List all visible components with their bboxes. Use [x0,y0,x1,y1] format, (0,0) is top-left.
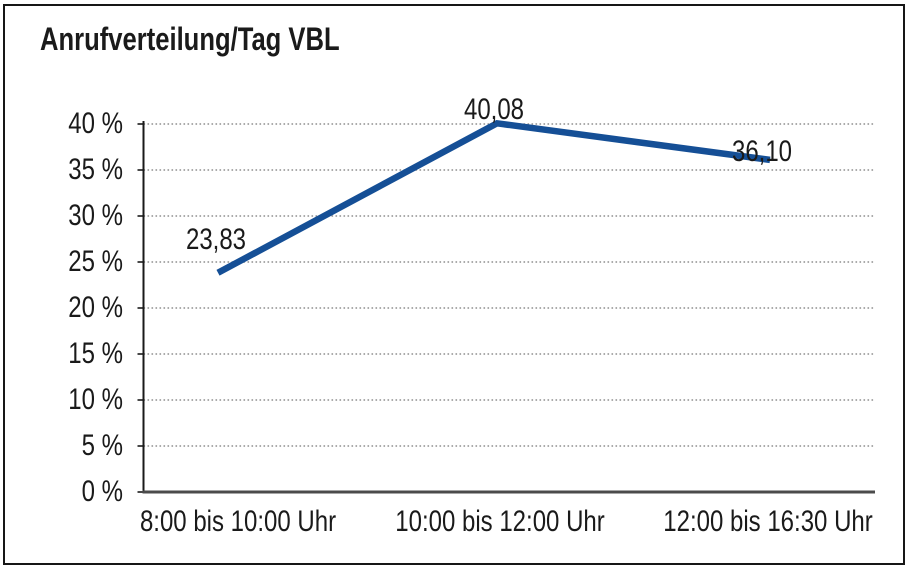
chart-title: Anrufverteilung/Tag VBL [40,21,340,57]
y-tick-label: 35 % [68,153,123,186]
data-point-label: 36,10 [731,134,793,168]
data-point-label: 40,08 [463,93,525,127]
y-tick-label: 15 % [68,337,123,370]
y-tick-label: 20 % [68,291,123,324]
data-point-label: 23,83 [185,222,247,256]
data-series-line [216,119,771,276]
y-tick-label: 40 % [68,107,123,140]
x-category-label: 12:00 bis 16:30 Uhr [663,505,873,538]
y-tick-label: 10 % [68,383,123,416]
chart-frame-border [3,4,905,565]
y-tick-label: 30 % [68,199,123,232]
y-tick-label: 0 % [81,475,123,508]
y-tick-label: 25 % [68,245,123,278]
x-category-label: 8:00 bis 10:00 Uhr [139,505,337,538]
x-category-label: 10:00 bis 12:00 Uhr [395,505,605,538]
y-tick-label: 5 % [81,429,123,462]
